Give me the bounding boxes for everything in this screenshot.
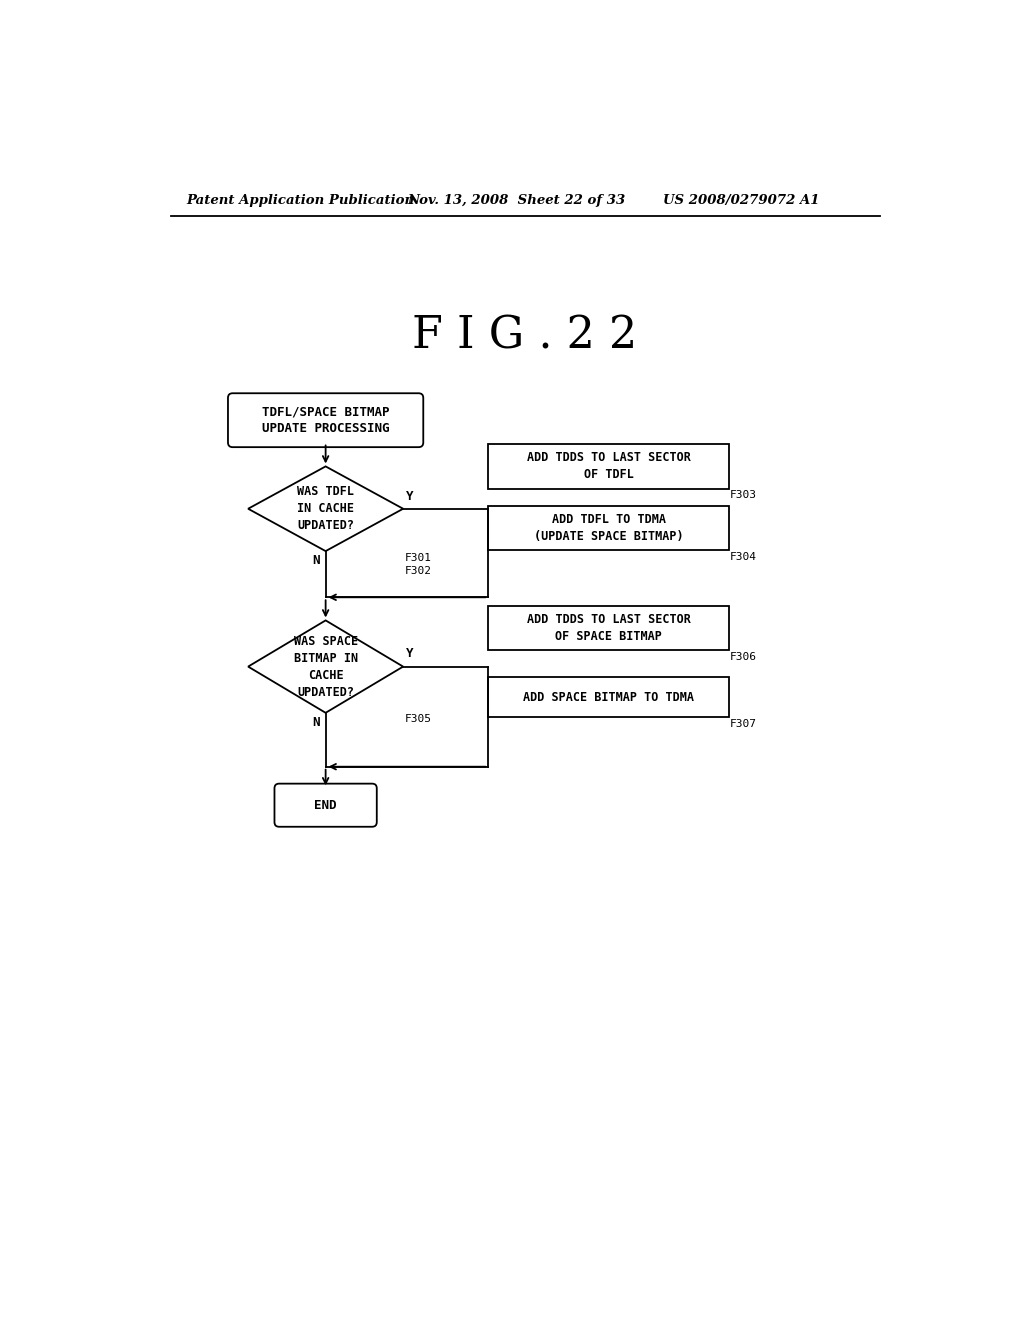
Text: US 2008/0279072 A1: US 2008/0279072 A1 <box>663 194 819 207</box>
Text: Y: Y <box>407 647 414 660</box>
Text: Patent Application Publication: Patent Application Publication <box>186 194 415 207</box>
Text: TDFL/SPACE BITMAP
UPDATE PROCESSING: TDFL/SPACE BITMAP UPDATE PROCESSING <box>262 405 389 436</box>
Polygon shape <box>248 620 403 713</box>
Text: F I G . 2 2: F I G . 2 2 <box>413 314 637 358</box>
Text: ADD TDDS TO LAST SECTOR
OF SPACE BITMAP: ADD TDDS TO LAST SECTOR OF SPACE BITMAP <box>526 612 690 643</box>
Text: F307: F307 <box>730 719 757 729</box>
Text: Y: Y <box>407 490 414 503</box>
Bar <box>488 606 729 651</box>
Text: WAS SPACE
BITMAP IN
CACHE
UPDATED?: WAS SPACE BITMAP IN CACHE UPDATED? <box>294 635 357 698</box>
Text: F303: F303 <box>730 490 757 500</box>
FancyBboxPatch shape <box>228 393 423 447</box>
Bar <box>488 677 729 718</box>
Text: END: END <box>314 799 337 812</box>
Text: WAS TDFL
IN CACHE
UPDATED?: WAS TDFL IN CACHE UPDATED? <box>297 486 354 532</box>
FancyBboxPatch shape <box>274 784 377 826</box>
Bar <box>488 444 729 488</box>
Text: F306: F306 <box>730 652 757 661</box>
Text: N: N <box>312 554 319 568</box>
Bar <box>488 506 729 550</box>
Text: F305: F305 <box>404 714 432 725</box>
Text: ADD SPACE BITMAP TO TDMA: ADD SPACE BITMAP TO TDMA <box>523 690 694 704</box>
Text: N: N <box>312 715 319 729</box>
Text: F304: F304 <box>730 552 757 562</box>
Text: F302: F302 <box>404 566 432 577</box>
Text: Nov. 13, 2008  Sheet 22 of 33: Nov. 13, 2008 Sheet 22 of 33 <box>407 194 626 207</box>
Text: ADD TDFL TO TDMA
(UPDATE SPACE BITMAP): ADD TDFL TO TDMA (UPDATE SPACE BITMAP) <box>534 513 683 543</box>
Text: F301: F301 <box>404 553 432 562</box>
Text: ADD TDDS TO LAST SECTOR
OF TDFL: ADD TDDS TO LAST SECTOR OF TDFL <box>526 451 690 482</box>
Polygon shape <box>248 466 403 552</box>
